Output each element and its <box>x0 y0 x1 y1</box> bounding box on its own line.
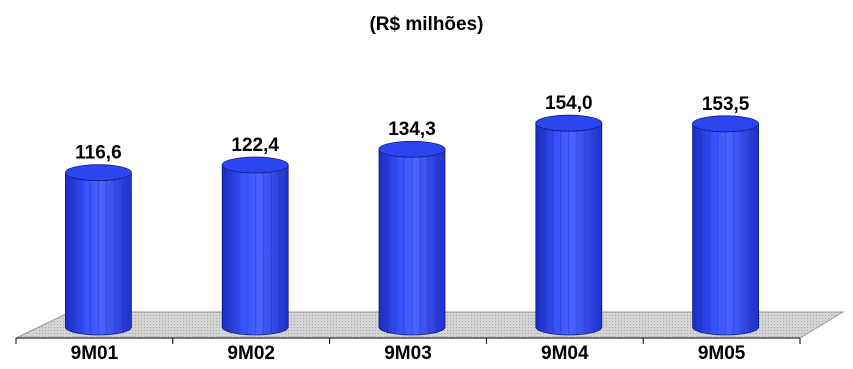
category-label: 9M03 <box>384 343 432 364</box>
bar-top <box>65 164 132 182</box>
bar-9M01 <box>65 164 132 336</box>
category-label: 9M01 <box>70 343 119 364</box>
bar-9M04 <box>535 114 603 336</box>
bar-top <box>378 140 446 158</box>
bar-9M02 <box>221 156 289 336</box>
bar-9M03 <box>378 140 446 336</box>
value-label: 122,4 <box>231 135 279 156</box>
value-label: 153,5 <box>702 94 750 115</box>
bar-top <box>221 156 289 174</box>
category-label: 9M02 <box>227 343 275 364</box>
category-label: 9M04 <box>541 343 589 364</box>
chart-title: (R$ milhões) <box>369 14 484 35</box>
value-label: 134,3 <box>388 119 436 140</box>
bar-top <box>692 115 759 133</box>
category-label: 9M05 <box>697 343 746 364</box>
bar-top <box>535 114 603 132</box>
value-label: 154,0 <box>545 93 593 114</box>
value-label: 116,6 <box>75 143 122 164</box>
bar-9M05 <box>692 115 759 336</box>
